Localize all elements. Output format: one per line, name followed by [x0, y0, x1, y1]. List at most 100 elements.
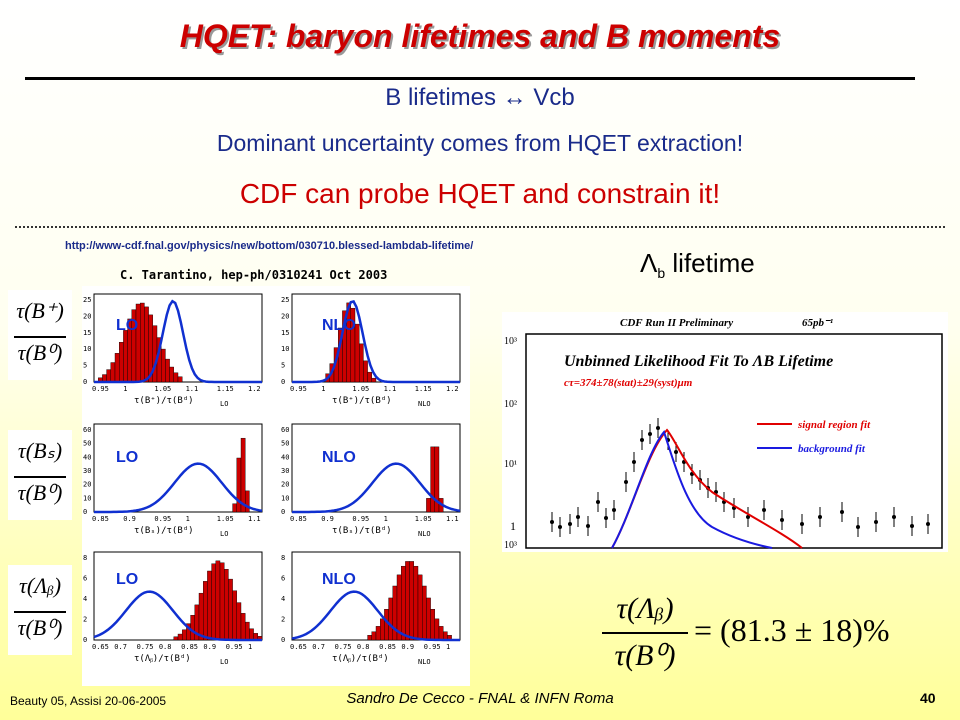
- y-tick-label: 0: [281, 378, 285, 386]
- y-tick-label: 20: [83, 481, 91, 489]
- gaussian-curve: [292, 462, 461, 514]
- cdf-lumi: 65pb⁻¹: [802, 317, 833, 329]
- cdf-point: [596, 500, 600, 504]
- slide-title: HQET: baryon lifetimes and B moments: [179, 18, 781, 54]
- cdf-point: [604, 516, 608, 520]
- hist-bar: [119, 342, 124, 383]
- cdf-point: [568, 522, 572, 526]
- y-tick-label: 0: [83, 636, 87, 644]
- gaussian-curve: [94, 462, 263, 514]
- y-tick-label: 60: [281, 426, 289, 434]
- hist-bar: [165, 358, 170, 383]
- x-axis-sub: NLO: [418, 530, 431, 538]
- x-axis-label: τ(B⁺)/τ(Bᵈ): [332, 396, 392, 406]
- hist-bar: [240, 613, 246, 641]
- cdf-point: [910, 524, 914, 528]
- subtitle: B lifetimes ↔ Vcb: [385, 84, 575, 111]
- gaussian-curve: [292, 300, 460, 384]
- dominant-text: Dominant uncertainty comes from HQET ext…: [216, 130, 744, 156]
- cdf-point: [856, 525, 860, 529]
- cdf-ytick: 1: [510, 519, 516, 533]
- y-tick-label: 20: [281, 481, 289, 489]
- hist-bar: [371, 631, 377, 641]
- x-tick-label: 1: [123, 385, 127, 393]
- cdf-point: [612, 508, 616, 512]
- hist-bar: [430, 609, 436, 641]
- cdf-point: [558, 525, 562, 529]
- y-tick-label: 0: [281, 636, 285, 644]
- cdf-point: [586, 524, 590, 528]
- x-tick-label: 0.75: [137, 643, 154, 651]
- hist-bar: [236, 457, 242, 513]
- legend-bg: background fit: [798, 443, 866, 455]
- cdf-point: [780, 518, 784, 522]
- y-tick-label: 50: [281, 440, 289, 448]
- y-tick-label: 60: [83, 426, 91, 434]
- fraction-bar: [14, 611, 66, 613]
- x-tick-label: 1.05: [352, 385, 369, 393]
- x-tick-label: 1.15: [415, 385, 432, 393]
- hist-bar: [401, 565, 406, 641]
- x-tick-label: 0.95: [424, 643, 441, 651]
- cdf-ytick: 10³: [504, 336, 517, 347]
- x-tick-label: 1.1: [446, 515, 459, 523]
- hist-bar: [152, 325, 158, 383]
- hist-bar: [417, 574, 423, 641]
- hist-bar: [367, 635, 373, 641]
- y-tick-label: 25: [83, 296, 91, 304]
- lambda-word: lifetime: [665, 248, 755, 278]
- x-tick-label: 0.95: [92, 385, 109, 393]
- background-fit-curve: [611, 429, 773, 549]
- histogram-grid: LO 0.95 1 1.05 1.1 1.15 1.2 0 5 10 15 20 25 τ(B⁺)/τ(B…: [82, 286, 470, 686]
- hist-bar: [219, 562, 225, 641]
- x-tick-label: 1: [384, 515, 388, 523]
- x-tick-label: 0.95: [290, 385, 307, 393]
- lambda-lifetime-label: Λb lifetime: [640, 248, 755, 281]
- ratio-lambdab: τ(Λᵦ) τ(B⁰): [8, 565, 72, 655]
- hist-bar: [211, 563, 217, 641]
- hist-bar: [244, 621, 250, 641]
- gaussian-curve: [93, 590, 262, 642]
- panel-tag: LO: [116, 317, 138, 334]
- footer-left: Beauty 05, Assisi 20-06-2005: [10, 694, 167, 708]
- x-tick-label: 1: [446, 643, 450, 651]
- lambda-sub: b: [657, 265, 666, 282]
- hist-bar: [173, 636, 179, 641]
- hist-bar: [426, 597, 431, 641]
- x-axis-label: τ(Bₛ)/τ(Bᵈ): [332, 526, 392, 536]
- hist-bar: [244, 490, 250, 513]
- hist-bar: [384, 609, 389, 641]
- hist-bar: [430, 446, 436, 513]
- reference-url[interactable]: http://www-cdf.fnal.gov/physics/new/bott…: [65, 240, 474, 252]
- formula-bar: [602, 632, 688, 634]
- hist-bar: [181, 629, 187, 641]
- hist-bar: [232, 590, 238, 641]
- ratio-den: τ(B⁰): [17, 480, 63, 505]
- hist-bar: [240, 437, 246, 513]
- y-tick-label: 10: [281, 345, 289, 353]
- hist-bar: [392, 585, 398, 641]
- x-tick-label: 1.05: [154, 385, 171, 393]
- hist-bar: [144, 306, 149, 383]
- y-tick-label: 2: [83, 616, 87, 624]
- y-tick-label: 0: [83, 508, 87, 516]
- hist-bar: [173, 372, 179, 383]
- x-axis-label: τ(Λᵦ)/τ(Bᵈ): [332, 654, 389, 664]
- hist-bar: [177, 376, 183, 383]
- cdf-frame: [525, 333, 943, 549]
- cdf-ctau: cτ=374±78(stat)±29(syst)μm: [564, 377, 693, 389]
- cdf-header: CDF Run II Preliminary: [620, 317, 733, 329]
- hist-bar: [190, 615, 195, 641]
- cdf-point: [762, 508, 766, 512]
- hist-bar: [367, 371, 373, 383]
- y-tick-label: 0: [281, 508, 285, 516]
- legend-signal: signal region fit: [797, 419, 871, 431]
- y-tick-label: 5: [281, 362, 285, 370]
- hist-bar: [160, 348, 166, 383]
- histogram-svg: LO0.95 1 1.05 1.1 1.15 1.20510152025τ(B⁺)/τ(B…: [83, 293, 461, 666]
- hist-bar: [371, 377, 377, 383]
- formula-rhs: = (81.3 ± 18)%: [694, 612, 890, 648]
- cdf-lifetime-plot: CDF Run II Preliminary 65pb⁻¹ Unbinned L…: [502, 312, 948, 552]
- hist-bar: [135, 303, 141, 383]
- x-tick-label: 0.7: [312, 643, 325, 651]
